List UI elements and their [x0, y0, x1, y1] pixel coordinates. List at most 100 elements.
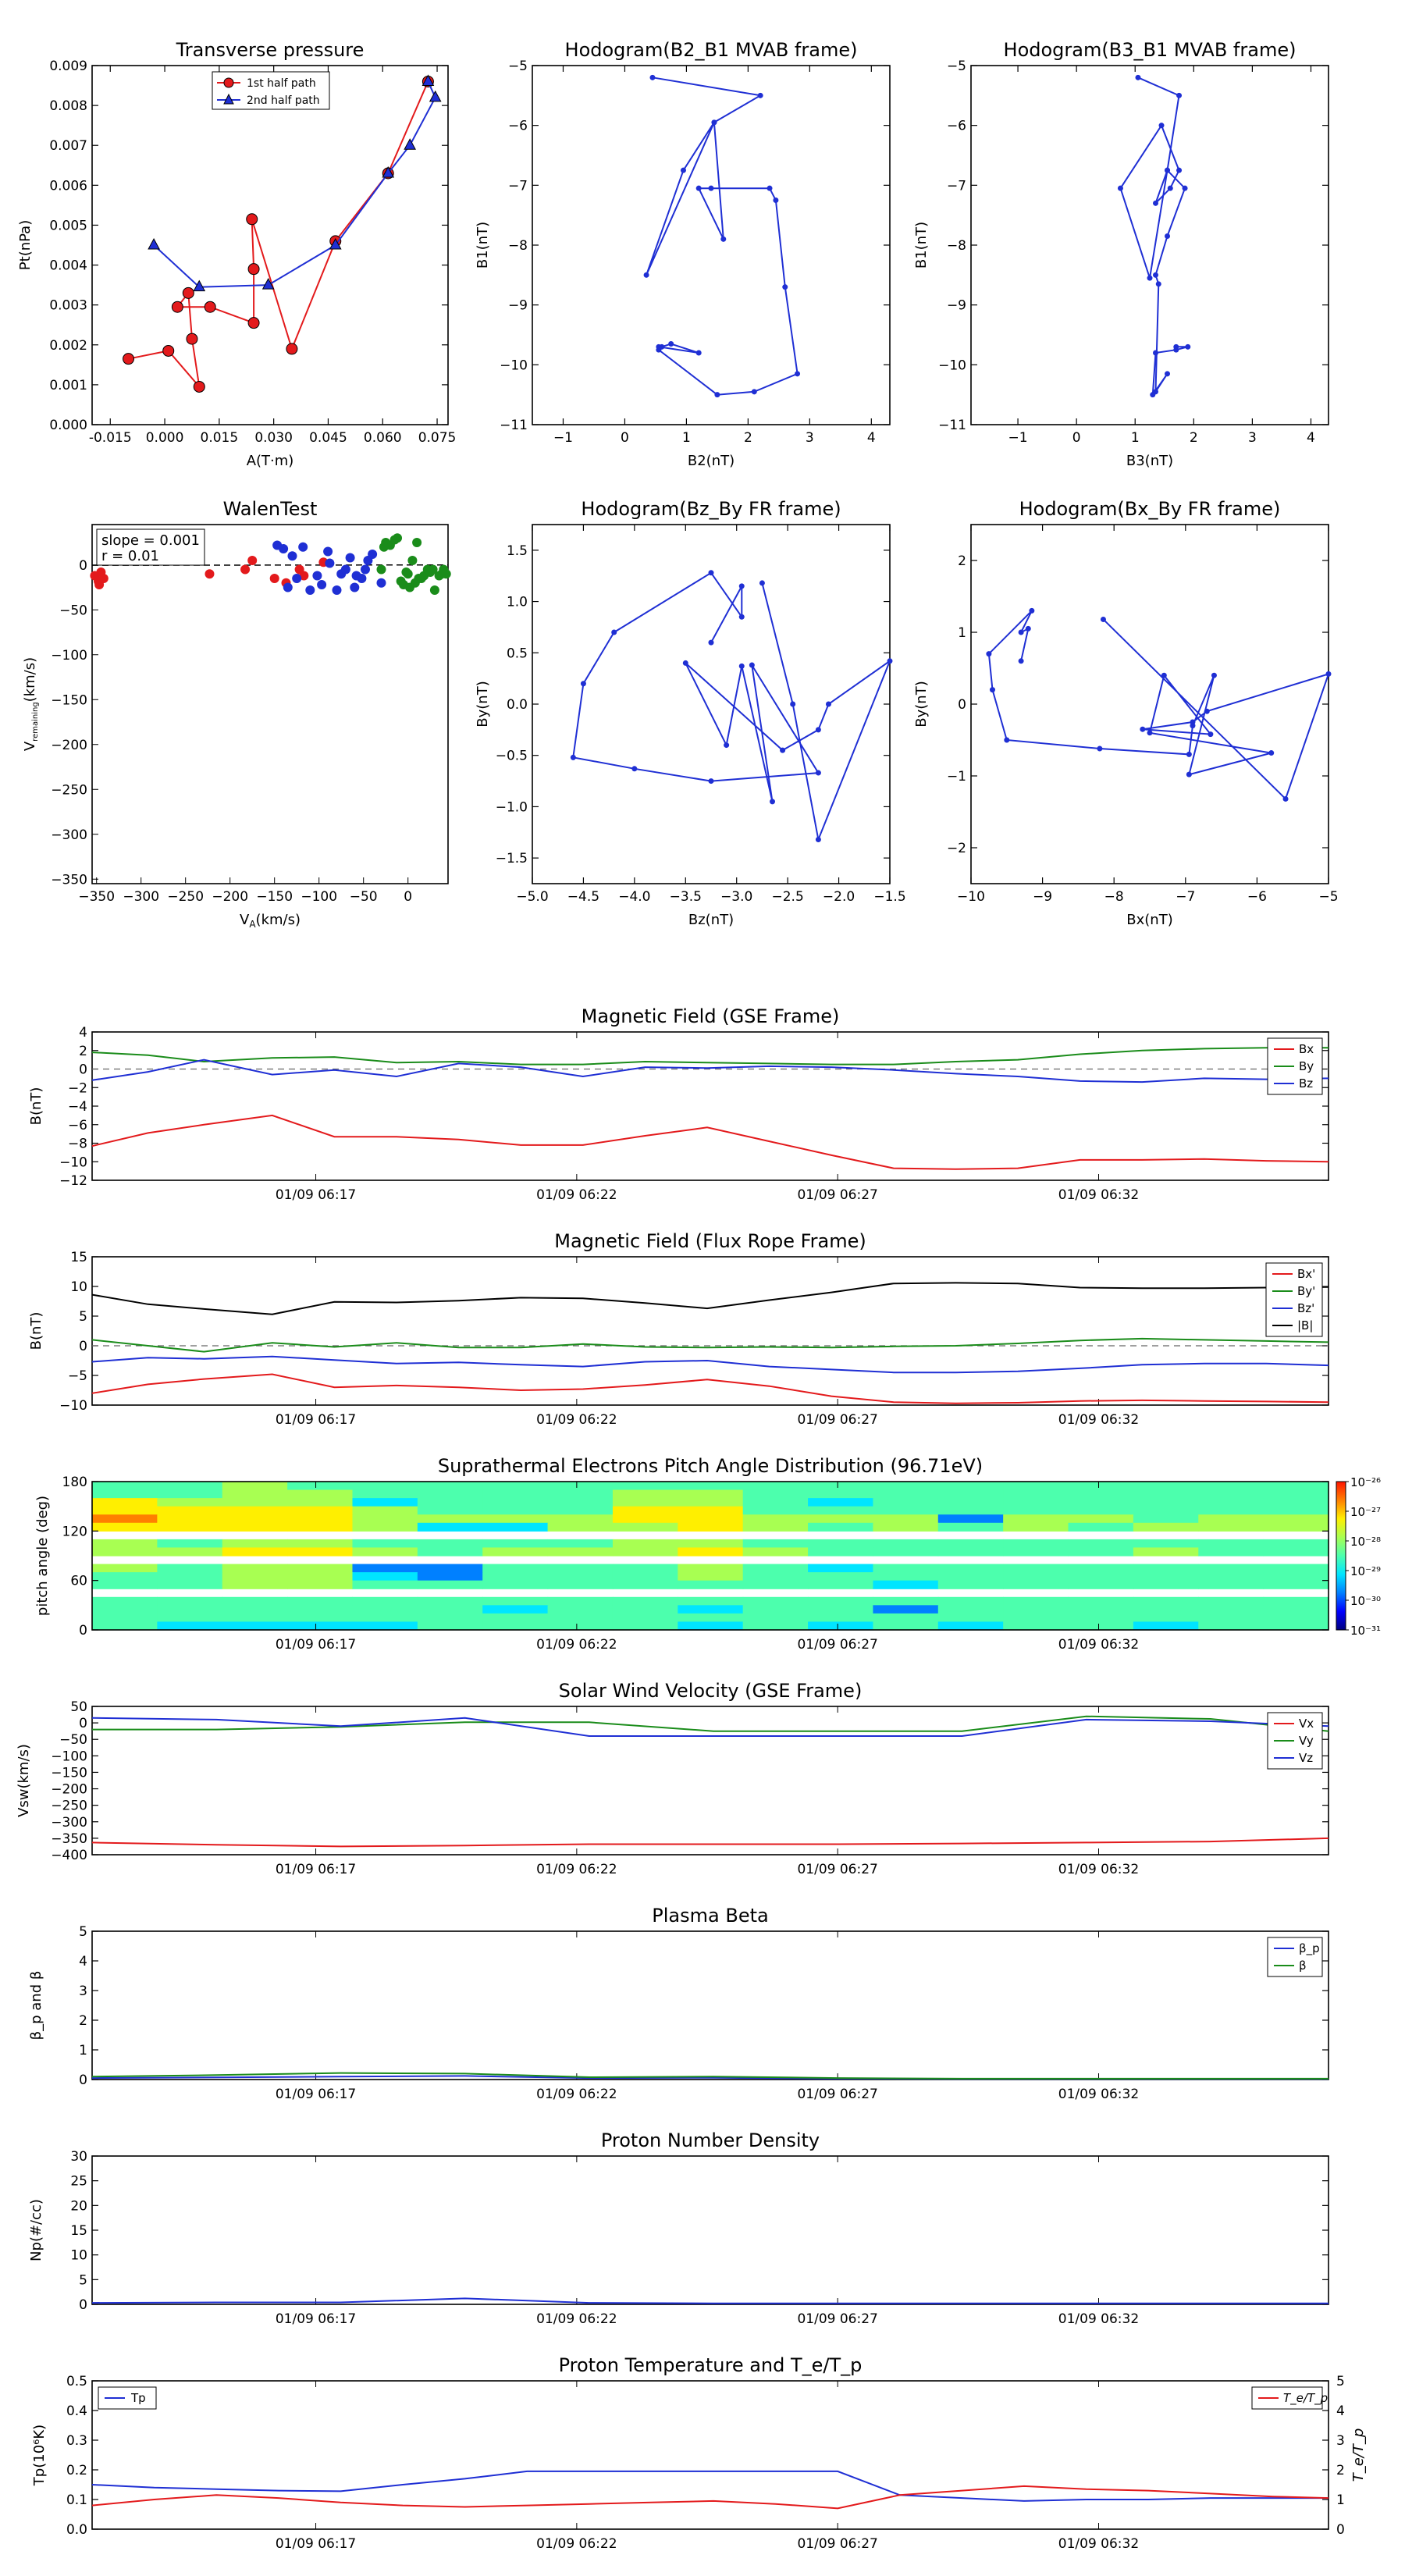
- pad-heatmap-cell: [1068, 1489, 1134, 1499]
- pad-heatmap-cell: [937, 1580, 1004, 1589]
- pad-heatmap-cell: [612, 1564, 678, 1573]
- pad-heatmap-cell: [482, 1564, 549, 1573]
- pad-heatmap-cell: [1133, 1605, 1199, 1614]
- h2-xlabel: B3(nT): [1126, 453, 1173, 469]
- h4-trajectory-point: [989, 687, 995, 693]
- pad-heatmap-cell: [1263, 1489, 1329, 1499]
- pad-heatmap-cell: [612, 1498, 678, 1507]
- walen-xtick-label: −150: [256, 889, 293, 905]
- pad-heatmap-cell: [482, 1506, 549, 1515]
- walen-point: [205, 569, 215, 579]
- pad-heatmap-cell: [742, 1489, 809, 1499]
- pad-heatmap-cell: [482, 1547, 549, 1557]
- bfr-legend-label: Bx': [1297, 1267, 1315, 1281]
- pad-heatmap-cell: [287, 1482, 354, 1491]
- bgse-title: Magnetic Field (GSE Frame): [582, 1005, 840, 1027]
- walen-xtick-label: −100: [301, 889, 337, 905]
- walen-point: [376, 578, 386, 588]
- h2-ylabel: B1(nT): [913, 222, 930, 269]
- pad-heatmap-cell: [1198, 1522, 1264, 1532]
- bgse-time-tick-label: 01/09 06:22: [536, 1187, 617, 1203]
- pad-heatmap-cell: [1198, 1489, 1264, 1499]
- pad-heatmap-cell: [1068, 1506, 1134, 1515]
- pad-heatmap-cell: [808, 1621, 874, 1631]
- beta-ytick-label: 5: [79, 1924, 87, 1940]
- pad-heatmap-cell: [1198, 1580, 1264, 1589]
- pad-heatmap-cell: [157, 1489, 223, 1499]
- h3-xtick-label: −5.0: [516, 889, 548, 905]
- h2-xtick-label: 3: [1248, 430, 1257, 446]
- h3-trajectory-point: [780, 747, 786, 753]
- h1-trajectory-point: [711, 119, 717, 126]
- pt-point-2nd-half: [193, 279, 206, 292]
- tp-ytick-label: 0.5: [66, 2374, 87, 2389]
- pad-heatmap-cell: [1133, 1613, 1199, 1623]
- pad-heatmap-cell: [417, 1506, 483, 1515]
- h1-xtick-label: 1: [682, 430, 691, 446]
- pad-heatmap-cell: [1068, 1498, 1134, 1507]
- bfr-series-line-By': [91, 1337, 1329, 1353]
- vsw-ytick-label: −150: [51, 1765, 87, 1781]
- h2-trajectory-point: [1153, 350, 1159, 356]
- np-title: Proton Number Density: [601, 2129, 820, 2151]
- pad-heatmap-cell: [612, 1489, 678, 1499]
- pad-heatmap-cell: [1263, 1506, 1329, 1515]
- h3-plot-frame: [532, 524, 891, 884]
- beta-ytick-label: 2: [79, 2013, 87, 2029]
- proton-temperature-chart: Proton Temperature and T_e/T_p 0.0 0.1 0.2 0…: [31, 2354, 1367, 2552]
- pad-heatmap-cell: [92, 1613, 158, 1623]
- h2-ytick-label: −11: [938, 418, 966, 433]
- h4-title: Hodogram(Bx_By FR frame): [1019, 498, 1281, 520]
- h3-trajectory-point: [724, 742, 730, 749]
- walen-point: [368, 549, 378, 559]
- walen-point: [340, 564, 350, 575]
- tp-right-ylabel: T_e/T_p: [1350, 2428, 1367, 2482]
- pad-heatmap-cell: [222, 1572, 288, 1582]
- pad-heatmap-cell: [222, 1498, 288, 1507]
- bfr-ytick-label: −5: [68, 1368, 87, 1384]
- pad-heatmap-cell: [873, 1605, 939, 1614]
- pad-heatmap-cell: [1198, 1564, 1264, 1573]
- pad-heatmap-cell: [92, 1572, 158, 1582]
- walen-point: [360, 564, 370, 575]
- pitch-angle-heatmap: Suprathermal Electrons Pitch Angle Distr…: [34, 1455, 1381, 1653]
- beta-ytick-label: 3: [79, 1984, 87, 1999]
- h4-trajectory-point: [1161, 672, 1167, 678]
- pt-plot-frame: [91, 65, 449, 425]
- h4-ytick-label: −1: [947, 769, 966, 785]
- h3-ytick-label: −1.0: [496, 799, 528, 815]
- h3-xlabel: Bz(nT): [688, 912, 734, 928]
- pad-heatmap-cell: [678, 1506, 744, 1515]
- pad-heatmap-cell: [742, 1506, 809, 1515]
- pad-heatmap-cell: [937, 1613, 1004, 1623]
- pt-xtick-label: 0.000: [146, 430, 184, 446]
- vsw-ytick-label: 50: [70, 1699, 87, 1715]
- h2-trajectory-point: [1176, 167, 1183, 173]
- bgse-ytick-label: −10: [59, 1155, 87, 1170]
- bfr-ylabel: B(nT): [28, 1312, 44, 1350]
- walen-point: [269, 574, 279, 583]
- bgse-legend-label: Bz: [1299, 1076, 1313, 1091]
- pt-point-2nd-half: [404, 138, 416, 150]
- pad-heatmap-cell: [873, 1522, 939, 1532]
- h4-trajectory-point: [1004, 737, 1010, 743]
- beta-ytick-label: 0: [79, 2073, 87, 2088]
- h3-xtick-label: −2.0: [823, 889, 855, 905]
- beta-time-tick-label: 01/09 06:27: [797, 2087, 877, 2102]
- tp-right-tick-label: 0: [1336, 2522, 1345, 2538]
- tp-plot-frame: [91, 2380, 1329, 2530]
- pad-heatmap-cell: [678, 1522, 744, 1532]
- h4-trajectory-point: [1268, 750, 1275, 756]
- pad-heatmap-cell: [482, 1514, 549, 1524]
- pad-heatmap-cell: [1263, 1564, 1329, 1573]
- bfr-timeseries-chart: Magnetic Field (Flux Rope Frame) −10 −5 0 5 1…: [28, 1230, 1329, 1428]
- walen-point: [283, 582, 293, 592]
- h4-plot-frame: [970, 524, 1329, 884]
- tp-ytick-label: 0.1: [66, 2492, 87, 2508]
- pad-colorbar-label: 10⁻²⁸: [1350, 1535, 1381, 1549]
- walen-annotation-text: r = 0.01: [101, 548, 159, 564]
- pad-heatmap-cell: [352, 1514, 418, 1524]
- pt-ytick-label: 0.006: [49, 178, 87, 194]
- pad-heatmap-cell: [808, 1514, 874, 1524]
